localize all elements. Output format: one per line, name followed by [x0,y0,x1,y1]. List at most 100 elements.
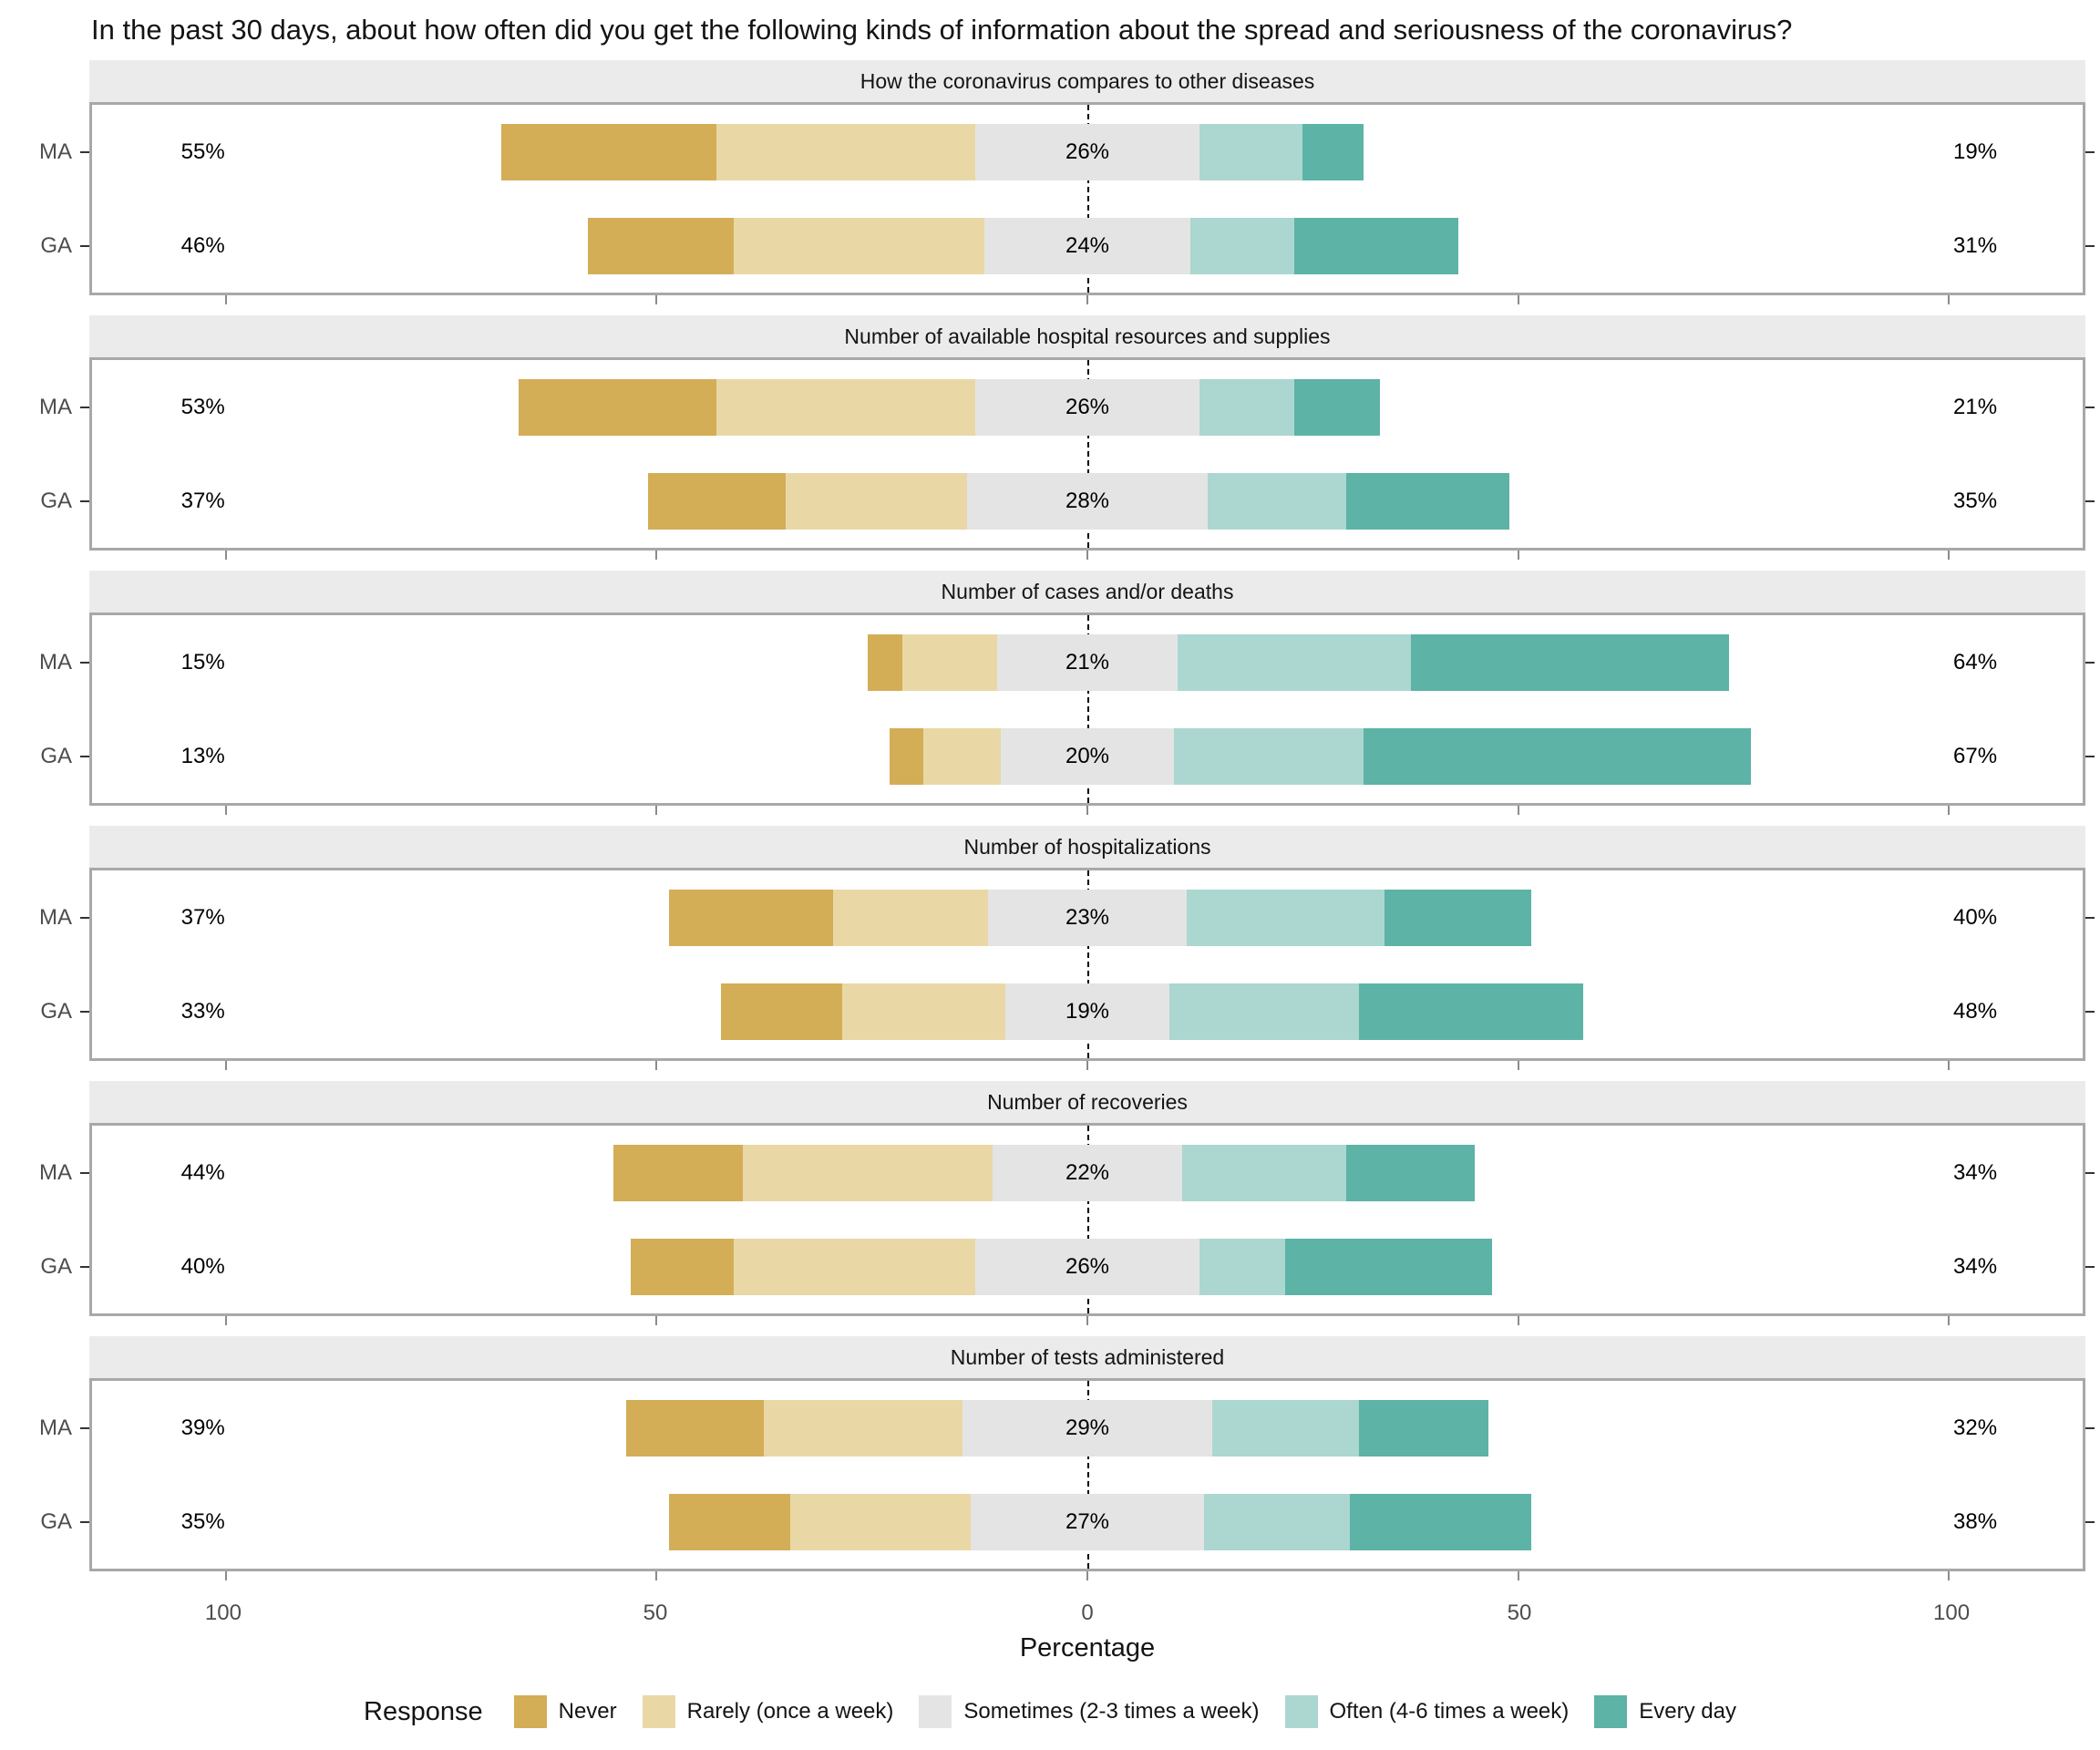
segment-sometimes [988,889,1187,946]
legend-swatch [513,1695,547,1728]
left-total-label: 44% [180,1159,225,1185]
x-axis-tick [655,806,658,815]
x-tick-label: 50 [643,1601,668,1625]
facet-panel: MA 15% 21% 64% GA 13% 20% 67% [39,612,2095,815]
stacked-bar [630,1238,1493,1295]
x-axis-tick [1948,295,1951,304]
left-total-label: 55% [180,139,225,164]
x-axis-tick [224,551,227,560]
left-total-label: 37% [180,488,225,513]
segment-every [1410,633,1730,691]
right-total-label: 19% [1953,139,1998,164]
x-axis-tick [1948,1316,1951,1325]
segment-every [1293,217,1458,274]
x-axis-tick [1948,806,1951,815]
facet-strip-title: How the coronavirus compares to other di… [860,68,1315,93]
bar-row-ga: GA 37% 28% 35% [40,454,2083,548]
x-axis-tick [224,806,227,815]
segment-rarely [786,472,967,530]
segment-often [1199,1238,1286,1295]
x-axis-tick [1086,1571,1088,1580]
facet-panel: MA 55% 26% 19% GA 46% 24% 31% [39,102,2095,304]
segment-sometimes [1005,983,1169,1040]
right-total-label: 64% [1953,649,1998,674]
segment-rarely [841,983,1006,1040]
bar-row-ga: GA 46% 24% 31% [40,199,2083,293]
legend-item-label: Often (4-6 times a week) [1329,1699,1570,1724]
facet-strip-title: Number of available hospital resources a… [844,324,1331,348]
right-total-label: 35% [1953,488,1998,513]
left-total-label: 37% [180,904,225,930]
stacked-bar [587,217,1458,274]
bar-row-ma: MA 15% 21% 64% [39,615,2083,709]
left-total-label: 40% [180,1253,225,1279]
segment-sometimes [971,1493,1204,1550]
facet-panel: MA 44% 22% 34% GA 40% 26% 34% [39,1123,2095,1325]
left-axis-tick [80,1520,89,1523]
facet-5: Number of tests administered MA 39% 29% 32% G… [39,1336,2095,1580]
segment-never [626,1399,765,1457]
facet-strip-title: Number of tests administered [950,1344,1225,1369]
segment-often [1208,472,1346,530]
right-total-label: 34% [1953,1159,1998,1185]
x-axis-tick [1086,1316,1088,1325]
x-tick-label: 100 [204,1601,242,1625]
right-axis-tick [2085,1520,2095,1523]
segment-every [1358,983,1583,1040]
facet-strip-title: Number of cases and/or deaths [941,579,1234,603]
facet-1: Number of available hospital resources a… [39,315,2095,560]
bar-row-ga: GA 35% 27% 38% [40,1475,2083,1569]
segment-every [1293,378,1381,436]
segment-rarely [833,889,989,946]
x-axis-tick [224,1061,227,1070]
bar-row-ma: MA 39% 29% 32% [39,1381,2083,1475]
right-total-label: 31% [1953,232,1998,258]
segment-never [519,378,717,436]
group-label: MA [39,1159,72,1185]
group-label: MA [39,904,72,930]
x-axis-tick [1517,1571,1519,1580]
zero-reference-line [1087,1126,1089,1313]
stacked-bar [501,123,1364,180]
legend-item: Sometimes (2-3 times a week) [919,1695,1260,1728]
segment-sometimes [996,633,1179,691]
center-total-label: 26% [1065,394,1110,419]
facet-3: Number of hospitalizations MA 37% 23% 40% GA 3… [39,826,2095,1070]
segment-every [1302,123,1364,180]
center-total-label: 28% [1065,488,1110,513]
facet-strip: Number of recoveries [89,1081,2085,1123]
x-axis-tick [655,551,658,560]
legend-item: Rarely (once a week) [642,1695,893,1728]
right-total-label: 67% [1953,743,1998,768]
bar-row-ma: MA 37% 23% 40% [39,870,2083,964]
facet-panel: MA 37% 23% 40% GA 33% 19% 48% [39,868,2095,1070]
stacked-bar [647,472,1510,530]
segment-often [1168,983,1359,1040]
legend: Response Never Rarely (once a week) Someti… [0,1683,2100,1741]
bar-row-ma: MA 53% 26% 21% [39,360,2083,454]
right-axis-tick [2085,755,2095,757]
segment-rarely [734,217,984,274]
center-total-label: 19% [1065,998,1110,1024]
facet-strip: Number of available hospital resources a… [89,315,2085,357]
segment-often [1203,1493,1351,1550]
right-axis-tick [2085,1171,2095,1174]
segment-sometimes [975,378,1199,436]
left-total-label: 35% [180,1508,225,1534]
group-label: GA [40,743,72,768]
left-axis-tick [80,1265,89,1268]
segment-rarely [923,727,1002,785]
segment-often [1212,1399,1359,1457]
facet-strip-title: Number of recoveries [987,1089,1188,1114]
segment-sometimes [993,1144,1182,1201]
x-axis-tick [224,1571,227,1580]
right-axis-tick [2085,1265,2095,1268]
group-label: GA [40,488,72,513]
left-axis-tick [80,244,89,247]
segment-every [1350,1493,1531,1550]
segment-rarely [716,378,976,436]
stacked-bar [519,378,1381,436]
center-total-label: 22% [1065,1159,1110,1185]
x-axis-title: Percentage [1019,1633,1156,1662]
legend-item: Often (4-6 times a week) [1284,1695,1570,1728]
